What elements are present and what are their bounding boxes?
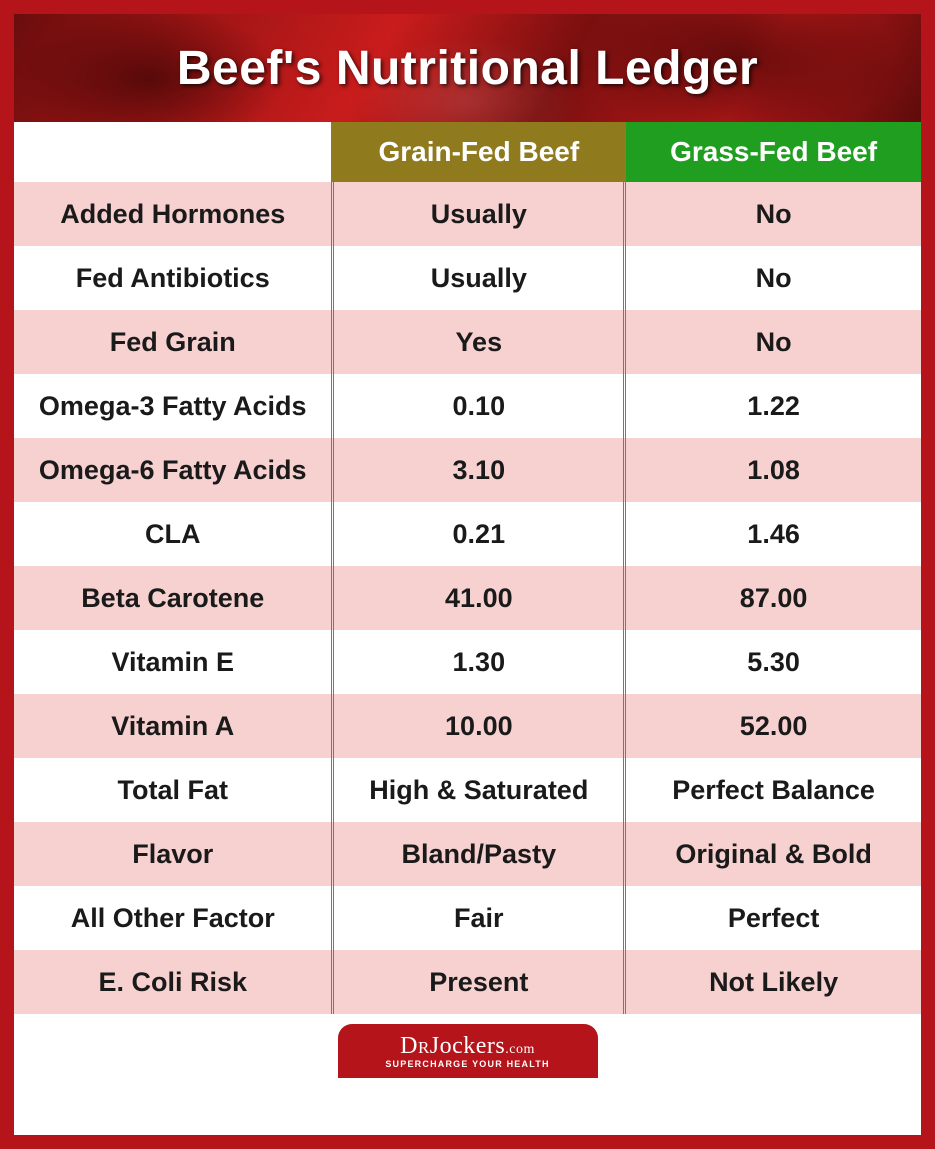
row-value-grass: No: [626, 310, 921, 374]
title-banner: Beef's Nutritional Ledger: [14, 14, 921, 122]
logo-prefix: Dr: [400, 1033, 430, 1059]
table-row: E. Coli RiskPresentNot Likely: [14, 950, 921, 1014]
row-value-grain: 41.00: [331, 566, 626, 630]
row-value-grass: 5.30: [626, 630, 921, 694]
footer-area: DrJockers.com SUPERCHARGE YOUR HEALTH: [14, 1014, 921, 1076]
row-value-grain: High & Saturated: [331, 758, 626, 822]
row-label: Flavor: [14, 822, 331, 886]
row-value-grass: 1.46: [626, 502, 921, 566]
table-row: Vitamin A10.0052.00: [14, 694, 921, 758]
table-row: Total FatHigh & SaturatedPerfect Balance: [14, 758, 921, 822]
row-value-grain: Fair: [331, 886, 626, 950]
row-label: Total Fat: [14, 758, 331, 822]
logo-text: DrJockers.com: [400, 1034, 535, 1058]
row-label: Omega-3 Fatty Acids: [14, 374, 331, 438]
table-row: FlavorBland/PastyOriginal & Bold: [14, 822, 921, 886]
logo-tagline: SUPERCHARGE YOUR HEALTH: [385, 1060, 549, 1069]
row-label: Fed Antibiotics: [14, 246, 331, 310]
table-row: Omega-3 Fatty Acids0.101.22: [14, 374, 921, 438]
logo-name: Jockers: [430, 1033, 505, 1059]
column-header-grass: Grass-Fed Beef: [626, 122, 921, 182]
table-row: Added HormonesUsuallyNo: [14, 182, 921, 246]
row-label: Vitamin A: [14, 694, 331, 758]
header-spacer: [14, 122, 331, 182]
row-label: Fed Grain: [14, 310, 331, 374]
row-label: Omega-6 Fatty Acids: [14, 438, 331, 502]
row-value-grain: Usually: [331, 246, 626, 310]
row-label: CLA: [14, 502, 331, 566]
logo-suffix: .com: [505, 1042, 535, 1057]
row-value-grass: Original & Bold: [626, 822, 921, 886]
row-value-grass: 1.08: [626, 438, 921, 502]
row-value-grass: 1.22: [626, 374, 921, 438]
row-label: Vitamin E: [14, 630, 331, 694]
row-value-grass: Perfect Balance: [626, 758, 921, 822]
row-value-grain: 0.21: [331, 502, 626, 566]
row-value-grain: Usually: [331, 182, 626, 246]
row-value-grain: Bland/Pasty: [331, 822, 626, 886]
row-label: Added Hormones: [14, 182, 331, 246]
page-title: Beef's Nutritional Ledger: [177, 41, 758, 96]
row-value-grass: 52.00: [626, 694, 921, 758]
row-value-grass: Not Likely: [626, 950, 921, 1014]
table-body: Added HormonesUsuallyNoFed AntibioticsUs…: [14, 182, 921, 1014]
table-header-row: Grain-Fed Beef Grass-Fed Beef: [14, 122, 921, 182]
table-row: Vitamin E1.305.30: [14, 630, 921, 694]
row-value-grain: 3.10: [331, 438, 626, 502]
row-label: All Other Factor: [14, 886, 331, 950]
logo-badge: DrJockers.com SUPERCHARGE YOUR HEALTH: [338, 1024, 598, 1078]
row-value-grass: No: [626, 182, 921, 246]
infographic-frame: Beef's Nutritional Ledger Grain-Fed Beef…: [0, 0, 935, 1149]
table-row: Fed AntibioticsUsuallyNo: [14, 246, 921, 310]
row-label: Beta Carotene: [14, 566, 331, 630]
row-value-grain: Yes: [331, 310, 626, 374]
column-header-grain: Grain-Fed Beef: [331, 122, 626, 182]
table-row: CLA0.211.46: [14, 502, 921, 566]
table-row: Fed GrainYesNo: [14, 310, 921, 374]
row-value-grain: 10.00: [331, 694, 626, 758]
row-value-grain: 0.10: [331, 374, 626, 438]
row-value-grain: Present: [331, 950, 626, 1014]
table-row: Beta Carotene41.0087.00: [14, 566, 921, 630]
row-label: E. Coli Risk: [14, 950, 331, 1014]
table-row: All Other FactorFairPerfect: [14, 886, 921, 950]
row-value-grass: Perfect: [626, 886, 921, 950]
row-value-grass: 87.00: [626, 566, 921, 630]
row-value-grain: 1.30: [331, 630, 626, 694]
row-value-grass: No: [626, 246, 921, 310]
table-row: Omega-6 Fatty Acids3.101.08: [14, 438, 921, 502]
